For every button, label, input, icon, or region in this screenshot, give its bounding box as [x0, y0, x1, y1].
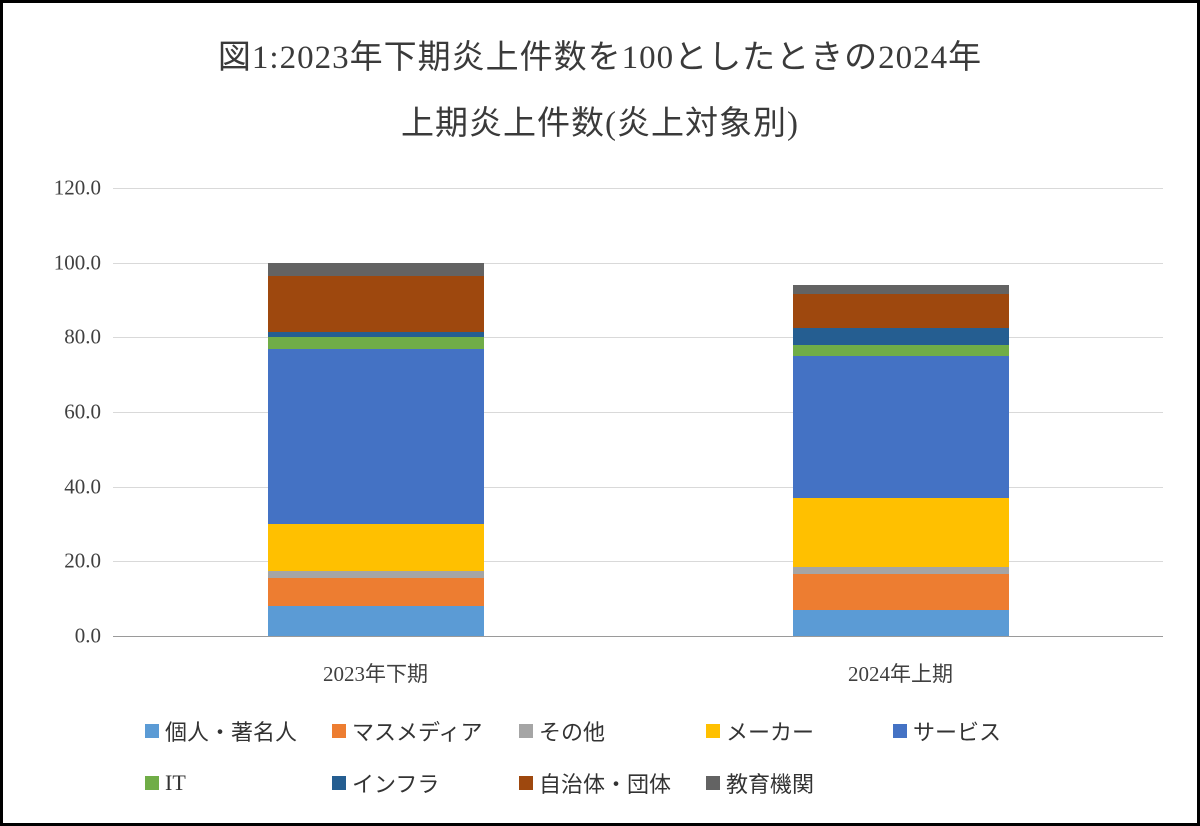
- legend-label: マスメディア: [352, 720, 483, 745]
- gridline: [113, 412, 1163, 413]
- legend-label: メーカー: [726, 720, 815, 745]
- bar-segment: [267, 606, 484, 636]
- legend-label: インフラ: [352, 772, 440, 797]
- bar-segment: [267, 578, 484, 607]
- bar-segment: [792, 285, 1009, 295]
- legend-swatch-icon: [706, 724, 720, 738]
- bar-segment: [267, 262, 484, 276]
- legend-item: サービス: [893, 715, 1080, 747]
- legend-label: その他: [539, 720, 606, 745]
- legend-swatch-icon: [145, 724, 159, 738]
- y-tick-label: 0.0: [74, 623, 101, 648]
- chart-title: 図1:2023年下期炎上件数を100としたときの2024年 上期炎上件数(炎上対…: [3, 25, 1197, 157]
- legend-item: 個人・著名人: [145, 715, 332, 747]
- y-tick-label: 40.0: [64, 474, 101, 499]
- legend-swatch-icon: [332, 724, 346, 738]
- legend-item: インフラ: [332, 767, 519, 799]
- legend-swatch-icon: [893, 724, 907, 738]
- bar-segment: [267, 337, 484, 349]
- bar-segment: [267, 275, 484, 332]
- legend: 個人・著名人 マスメディア その他 メーカー サービス IT インフラ 自治体・団体 教育機関: [145, 715, 1080, 799]
- legend-swatch-icon: [706, 776, 720, 790]
- y-tick-label: 80.0: [64, 324, 101, 349]
- legend-swatch-icon: [332, 776, 346, 790]
- bar-segment: [792, 609, 1009, 636]
- bar-segment: [792, 574, 1009, 610]
- x-category-label: 2023年下期: [323, 662, 428, 686]
- y-tick-label: 60.0: [64, 399, 101, 424]
- chart-title-line2: 上期炎上件数(炎上対象別): [401, 106, 799, 142]
- legend-item: 教育機関: [706, 767, 893, 799]
- legend-swatch-icon: [519, 776, 533, 790]
- bar-segment: [792, 566, 1009, 575]
- y-tick-label: 100.0: [53, 250, 101, 275]
- gridline: [113, 188, 1163, 189]
- plot-area: [113, 188, 1163, 637]
- y-axis: 0.0 20.0 40.0 60.0 80.0 100.0 120.0: [3, 176, 101, 648]
- legend-label: IT: [165, 770, 186, 795]
- bar-segment: [792, 356, 1009, 498]
- legend-item: 自治体・団体: [519, 767, 706, 799]
- gridline: [113, 561, 1163, 563]
- legend-label: 教育機関: [726, 772, 815, 797]
- gridline: [113, 262, 1163, 264]
- bar-segment: [267, 570, 484, 579]
- bar-segment: [792, 344, 1009, 356]
- y-tick-label: 120.0: [53, 175, 101, 200]
- chart-title-line1: 図1:2023年下期炎上件数を100としたときの2024年: [217, 40, 983, 76]
- bar-segment: [792, 294, 1009, 328]
- legend-label: 個人・著名人: [165, 720, 298, 745]
- bar-segment: [267, 524, 484, 571]
- legend-item: メーカー: [706, 715, 893, 747]
- x-category-label: 2024年上期: [848, 662, 953, 686]
- bar-segment: [792, 497, 1009, 567]
- legend-swatch-icon: [145, 776, 159, 790]
- legend-label: 自治体・団体: [539, 772, 672, 797]
- x-axis-labels: 2023年下期 2024年上期: [113, 636, 1163, 686]
- legend-item: その他: [519, 715, 706, 747]
- bar-segment: [792, 328, 1009, 345]
- legend-item: マスメディア: [332, 715, 519, 747]
- x-axis-line: [113, 636, 1163, 637]
- legend-item: IT: [145, 767, 332, 799]
- bar-segment: [267, 348, 484, 524]
- bar-segment: [267, 331, 484, 338]
- y-tick-label: 20.0: [64, 548, 101, 573]
- legend-swatch-icon: [519, 724, 533, 738]
- legend-label: サービス: [913, 720, 1002, 745]
- gridline: [113, 486, 1163, 488]
- gridline: [113, 337, 1163, 339]
